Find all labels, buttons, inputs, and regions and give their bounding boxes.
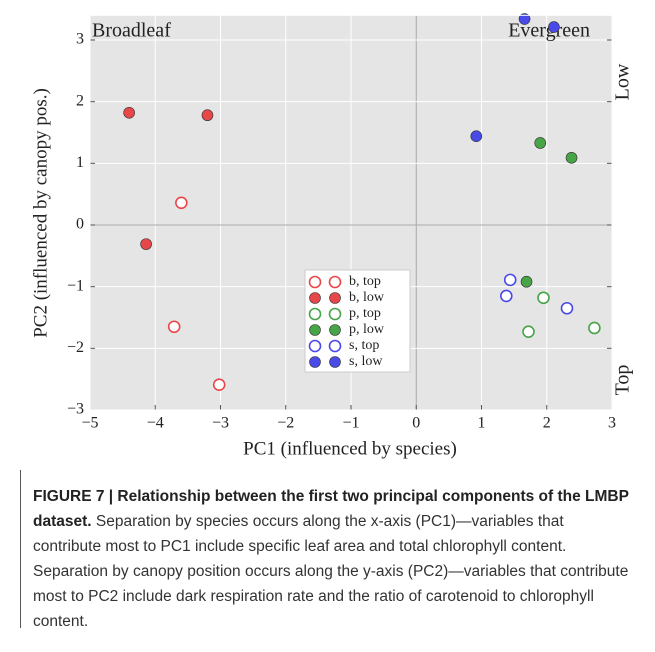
legend-marker (328, 275, 342, 289)
y-tick-label: 1 (76, 154, 84, 171)
caption-text: Separation by species occurs along the x… (33, 513, 629, 630)
point (470, 130, 483, 142)
x-tick-label: −3 (212, 415, 229, 432)
legend-marker (309, 324, 321, 336)
point (560, 301, 574, 315)
y-tick-label: −1 (67, 277, 84, 294)
x-tick-label: −4 (147, 415, 164, 432)
x-tick-label: 3 (608, 415, 616, 432)
point (212, 378, 226, 392)
annotation: Broadleaf (92, 20, 171, 42)
legend-label: b, low (349, 290, 385, 305)
x-tick-label: −2 (277, 415, 294, 432)
y-tick-label: 2 (76, 92, 84, 109)
x-tick-label: −1 (342, 415, 359, 432)
annotation: Evergreen (508, 20, 590, 42)
legend-label: s, low (349, 354, 383, 369)
legend-marker (308, 275, 322, 289)
legend-label: p, low (349, 322, 385, 337)
point (520, 275, 533, 288)
y-tick-label: 3 (76, 31, 84, 48)
legend-label: s, top (349, 338, 379, 353)
point (175, 196, 188, 210)
point (123, 106, 135, 119)
legend-marker (329, 292, 341, 304)
legend-marker (308, 307, 322, 321)
y-tick-label: −2 (67, 339, 84, 356)
caption-label: FIGURE 7 | Relationship between the firs… (33, 488, 629, 530)
y-tick-label: −3 (67, 401, 84, 418)
point (522, 325, 535, 338)
x-tick-label: 0 (412, 415, 420, 432)
point (548, 21, 560, 33)
legend-marker (329, 356, 341, 368)
legend-marker (309, 292, 321, 304)
legend-marker (328, 307, 342, 321)
y-axis-label: PC2 (influenced by canopy pos.) (30, 88, 51, 338)
x-axis-label: PC1 (influenced by species) (243, 438, 457, 459)
legend-marker (328, 339, 342, 353)
y-tick-label: 0 (76, 216, 84, 233)
legend-box (304, 269, 411, 373)
chart: PC1 (influenced by species) PC2 (influen… (30, 13, 634, 459)
point (518, 13, 531, 25)
point (201, 109, 214, 122)
x-tick-label: 2 (543, 415, 551, 432)
point (588, 321, 601, 335)
x-tick-label: 1 (478, 415, 486, 432)
legend-label: p, top (349, 306, 381, 321)
annotation: Low (612, 63, 634, 100)
x-tick-label: −5 (81, 415, 98, 432)
point (499, 289, 513, 303)
point (565, 151, 578, 164)
legend-marker (309, 356, 321, 368)
point (503, 273, 517, 287)
point (167, 320, 181, 334)
frame (89, 14, 613, 411)
legend-marker (329, 324, 341, 336)
annotation: Top (612, 365, 634, 396)
point (140, 238, 152, 250)
legend-label: b, top (349, 274, 381, 289)
caption: FIGURE 7 | Relationship between the firs… (20, 470, 632, 630)
point (534, 137, 547, 149)
legend-marker (308, 339, 322, 353)
point (537, 291, 550, 305)
